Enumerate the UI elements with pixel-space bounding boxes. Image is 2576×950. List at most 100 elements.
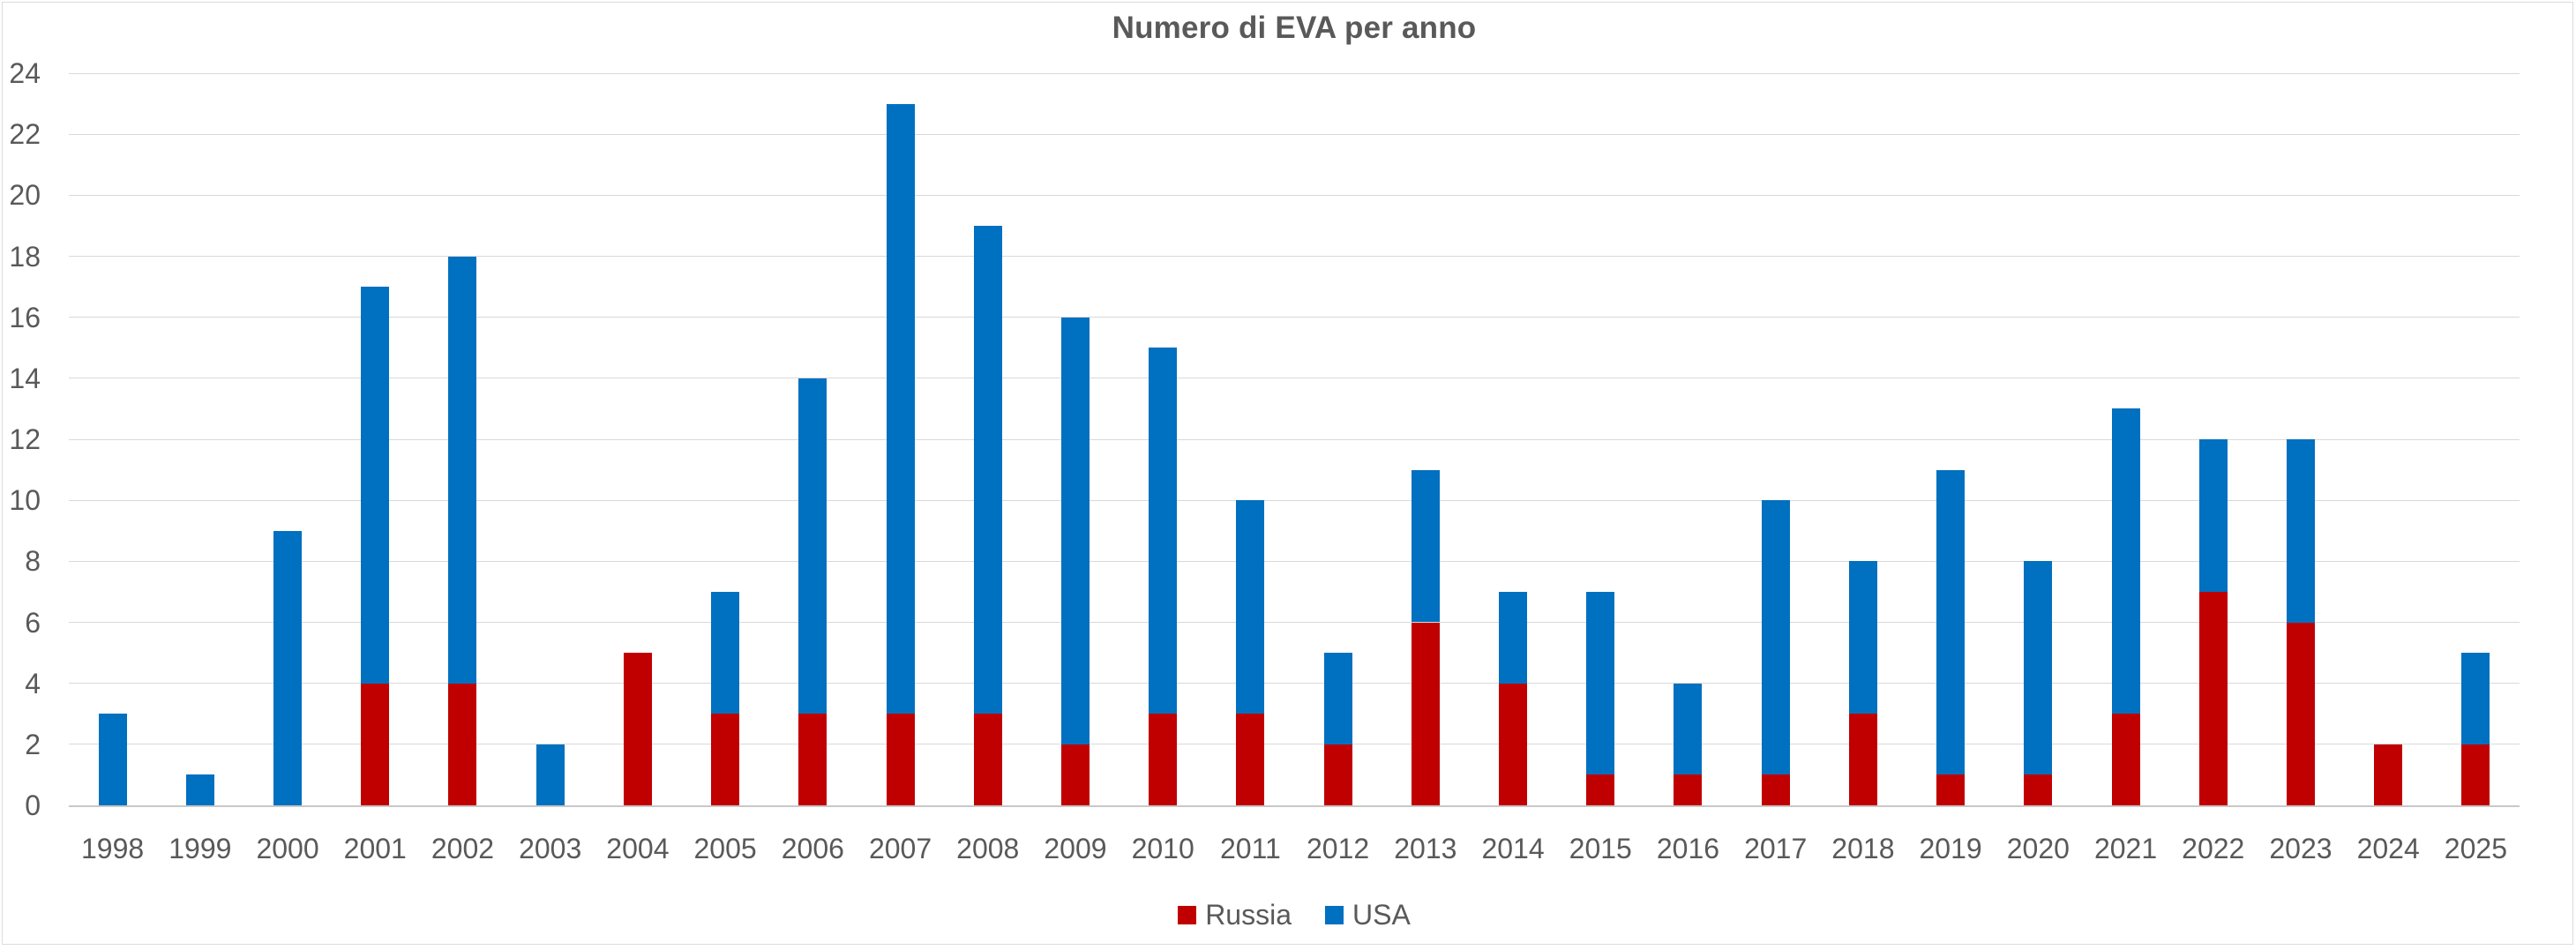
gridline (69, 317, 2520, 318)
y-tick-label: 16 (9, 301, 41, 333)
x-tick-label-2016: 2016 (1656, 833, 1720, 864)
x-tick-label-2006: 2006 (781, 833, 844, 864)
bar-2017-usa (1761, 500, 1790, 775)
gridline (69, 72, 2520, 74)
x-tick-label-2009: 2009 (1044, 833, 1107, 864)
bar-2010-russia (1149, 714, 1178, 805)
x-tick-label-2020: 2020 (2006, 833, 2070, 864)
x-axis-baseline (69, 804, 2520, 807)
x-tick-label-2005: 2005 (693, 833, 757, 864)
gridline (69, 256, 2520, 257)
x-tick-label-2014: 2014 (1481, 833, 1545, 864)
gridline (69, 133, 2520, 135)
x-tick-label-2007: 2007 (868, 833, 932, 864)
bar-2003-usa (535, 744, 565, 805)
bar-2005-russia (711, 714, 740, 805)
bar-2009-russia (1060, 744, 1090, 805)
bar-1998-usa (98, 714, 127, 805)
x-tick-label-2008: 2008 (956, 833, 1020, 864)
x-tick-label-2010: 2010 (1131, 833, 1194, 864)
bar-2001-usa (361, 287, 390, 684)
bar-2004-russia (623, 653, 652, 805)
chart-title: Numero di EVA per anno (1112, 11, 1477, 45)
bar-2024-russia (2374, 744, 2403, 805)
legend: Russia USA (69, 899, 2520, 931)
bar-2021-usa (2111, 408, 2140, 714)
y-tick-label: 4 (25, 667, 41, 699)
x-tick-label-2013: 2013 (1394, 833, 1457, 864)
x-tick-label-2022: 2022 (2182, 833, 2245, 864)
x-tick-label-2004: 2004 (606, 833, 670, 864)
x-tick-label-2018: 2018 (1831, 833, 1895, 864)
x-tick-label-2021: 2021 (2093, 833, 2158, 864)
x-tick-label-2012: 2012 (1307, 833, 1370, 864)
x-tick-label-2001: 2001 (343, 833, 407, 864)
legend-label: Russia (1205, 899, 1292, 931)
x-tick-label-2019: 2019 (1919, 833, 1982, 864)
bar-2015-usa (1586, 591, 1615, 775)
y-tick-label: 2 (25, 728, 41, 760)
gridline (69, 499, 2520, 501)
bar-2018-russia (1848, 714, 1877, 805)
x-tick-label-2025: 2025 (2444, 833, 2507, 864)
y-tick-label: 24 (9, 57, 41, 89)
gridline (69, 438, 2520, 440)
bar-2022-usa (2198, 439, 2228, 592)
bar-2019-usa (1936, 469, 1966, 775)
x-tick-label-2015: 2015 (1569, 833, 1632, 864)
gridline (69, 194, 2520, 196)
bar-2021-russia (2111, 714, 2140, 805)
x-tick-label-2002: 2002 (431, 833, 495, 864)
legend-item-russia: Russia (1178, 899, 1292, 931)
y-tick-label: 0 (25, 789, 41, 821)
x-tick-label-2000: 2000 (256, 833, 319, 864)
x-tick-label-2003: 2003 (519, 833, 582, 864)
y-tick-label: 22 (9, 118, 41, 151)
gridline (69, 683, 2520, 684)
y-tick-label: 18 (9, 240, 41, 273)
bar-2000-usa (273, 530, 303, 805)
bar-2010-usa (1149, 348, 1178, 714)
bar-2011-russia (1236, 714, 1265, 805)
bar-2011-usa (1236, 500, 1265, 714)
y-tick-label: 20 (9, 179, 41, 212)
y-tick-label: 6 (25, 606, 41, 639)
x-tick-label-2011: 2011 (1219, 833, 1281, 864)
bar-2002-usa (448, 256, 477, 684)
legend-swatch-russia (1178, 905, 1197, 924)
bar-2006-usa (798, 378, 827, 714)
bar-2023-usa (2286, 439, 2315, 623)
bar-2001-russia (361, 683, 390, 805)
y-tick-label: 8 (25, 545, 41, 578)
bar-2015-russia (1586, 774, 1615, 805)
bar-2007-usa (886, 103, 915, 714)
bar-2025-russia (2461, 744, 2490, 805)
x-tick-label-2017: 2017 (1744, 833, 1808, 864)
x-tick-label-1998: 1998 (81, 833, 145, 864)
bar-2017-russia (1761, 774, 1790, 805)
bar-2013-russia (1411, 622, 1440, 805)
legend-swatch-usa (1325, 905, 1344, 924)
legend-item-usa: USA (1325, 899, 1411, 931)
bar-2020-russia (2024, 774, 2053, 805)
bar-2012-russia (1323, 744, 1352, 805)
bar-2009-usa (1060, 317, 1090, 744)
bar-2006-russia (798, 714, 827, 805)
y-tick-label: 12 (9, 423, 41, 455)
bar-1999-usa (185, 774, 214, 805)
bar-2023-russia (2286, 622, 2315, 805)
gridline (69, 622, 2520, 623)
y-tick-label: 10 (9, 484, 41, 517)
x-tick-label-2024: 2024 (2356, 833, 2420, 864)
bar-2025-usa (2461, 653, 2490, 744)
y-tick-label: 14 (9, 362, 41, 394)
bar-2008-russia (973, 714, 1002, 805)
bar-2012-usa (1323, 653, 1352, 744)
x-tick-label-2023: 2023 (2269, 833, 2333, 864)
bar-2014-usa (1499, 591, 1528, 684)
bar-2020-usa (2024, 561, 2053, 775)
plot-area (69, 72, 2520, 807)
bar-2013-usa (1411, 469, 1440, 623)
bar-2002-russia (448, 683, 477, 805)
